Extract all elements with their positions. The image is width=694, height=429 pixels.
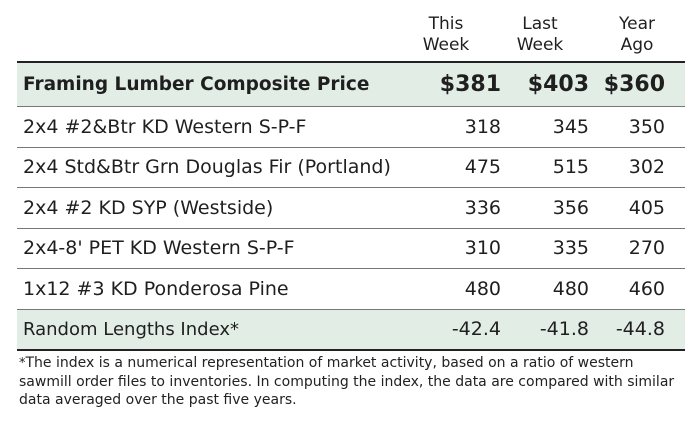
header-line: Week: [422, 35, 470, 55]
header-line: Year: [619, 14, 655, 34]
year-ago-value: 405: [628, 196, 665, 219]
this-week-value: 475: [464, 156, 501, 179]
this-week-value: $381: [439, 72, 501, 97]
header-line: Week: [516, 35, 564, 55]
footnote-text: The index is a numerical representation …: [19, 355, 675, 408]
header-line: This: [428, 14, 464, 34]
year-ago-value: 350: [628, 115, 665, 138]
year-ago-value: 270: [628, 237, 665, 260]
table-row: 1x12 #3 KD Ponderosa Pine 480 480 460: [17, 268, 685, 309]
row-label: Framing Lumber Composite Price: [23, 74, 370, 95]
last-week-value: 356: [552, 196, 589, 219]
this-week-value: 336: [464, 196, 501, 219]
last-week-value: 515: [552, 156, 589, 179]
row-label: 2x4 Std&Btr Grn Douglas Fir (Portland): [23, 156, 391, 179]
table-row: 2x4 #2 KD SYP (Westside) 336 356 405: [17, 187, 685, 228]
header-line: Last: [522, 14, 558, 34]
this-week-value: 480: [464, 277, 501, 300]
year-ago-value: 302: [628, 156, 665, 179]
this-week-value: -42.4: [451, 318, 501, 341]
header-line: Ago: [620, 35, 654, 55]
last-week-value: 335: [552, 237, 589, 260]
table-row: 2x4 Std&Btr Grn Douglas Fir (Portland) 4…: [17, 146, 685, 188]
composite-price-row: Framing Lumber Composite Price $381 $403…: [17, 63, 685, 106]
row-label: Random Lengths Index*: [23, 318, 239, 340]
price-table: Framing Lumber Composite Price $381 $403…: [17, 61, 685, 351]
random-lengths-index-row: Random Lengths Index* -42.4 -41.8 -44.8: [17, 308, 685, 349]
footnote-marker: *: [19, 356, 26, 371]
last-week-value: $403: [527, 72, 589, 97]
column-header-year-ago: Year Ago: [597, 14, 677, 56]
row-label: 1x12 #3 KD Ponderosa Pine: [23, 277, 289, 300]
this-week-value: 318: [464, 115, 501, 138]
row-label: 2x4-8' PET KD Western S-P-F: [23, 237, 295, 260]
column-header-last-week: Last Week: [500, 14, 580, 56]
table-row: 2x4 #2&Btr KD Western S-P-F 318 345 350: [17, 106, 685, 147]
column-header-this-week: This Week: [406, 14, 486, 56]
year-ago-value: 460: [628, 277, 665, 300]
last-week-value: 480: [552, 277, 589, 300]
last-week-value: -41.8: [539, 318, 589, 341]
row-label: 2x4 #2 KD SYP (Westside): [23, 196, 274, 219]
this-week-value: 310: [464, 237, 501, 260]
footnote: *The index is a numerical representation…: [19, 354, 689, 409]
row-label: 2x4 #2&Btr KD Western S-P-F: [23, 115, 307, 138]
table-row: 2x4-8' PET KD Western S-P-F 310 335 270: [17, 227, 685, 269]
year-ago-value: $360: [603, 72, 665, 97]
year-ago-value: -44.8: [615, 318, 665, 341]
last-week-value: 345: [552, 115, 589, 138]
